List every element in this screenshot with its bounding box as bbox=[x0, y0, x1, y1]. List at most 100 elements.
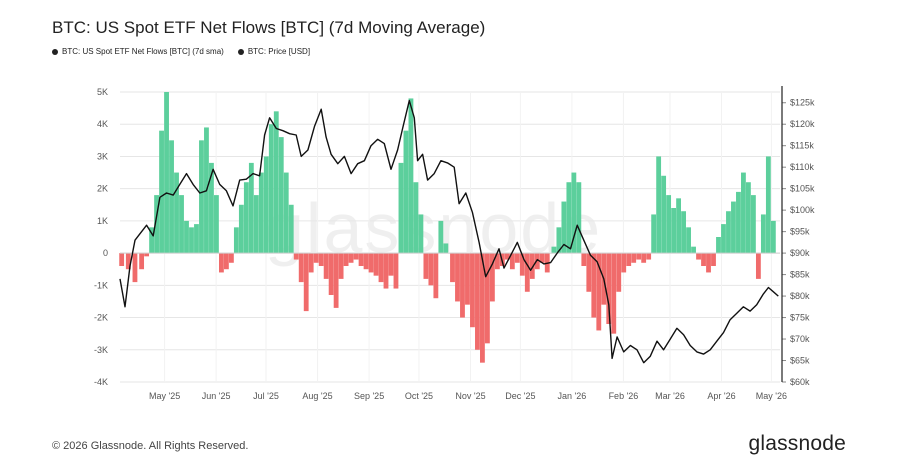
x-tick-label: Aug '25 bbox=[302, 391, 332, 401]
flow-bar bbox=[484, 253, 490, 344]
flow-bar bbox=[606, 253, 612, 324]
y-left-tick-label: 0 bbox=[103, 248, 108, 258]
flow-bar bbox=[731, 201, 736, 254]
x-tick-label: Sep '25 bbox=[354, 391, 384, 401]
legend: BTC: US Spot ETF Net Flows [BTC] (7d sma… bbox=[52, 47, 310, 56]
flow-bar bbox=[218, 253, 224, 273]
flow-bar bbox=[283, 172, 289, 254]
flow-bar bbox=[770, 220, 776, 254]
flow-bar bbox=[428, 253, 434, 286]
flow-bar bbox=[179, 195, 184, 254]
flow-bar bbox=[189, 227, 194, 254]
x-tick-label: Nov '25 bbox=[455, 391, 485, 401]
legend-label-flows: BTC: US Spot ETF Net Flows [BTC] (7d sma… bbox=[62, 47, 224, 56]
x-tick-label: Mar '26 bbox=[655, 391, 685, 401]
flow-bar bbox=[318, 253, 324, 266]
flow-bar bbox=[494, 253, 500, 270]
flow-bar bbox=[268, 124, 274, 254]
flow-bar bbox=[233, 227, 239, 254]
legend-dot-icon bbox=[52, 48, 58, 55]
flow-bar bbox=[465, 253, 470, 305]
flow-bar bbox=[711, 253, 716, 266]
flow-bar bbox=[666, 195, 672, 254]
flow-bar bbox=[328, 253, 334, 295]
flow-bar bbox=[248, 162, 254, 254]
y-right-tick-label: $95k bbox=[790, 227, 810, 237]
flow-bar bbox=[313, 253, 319, 263]
flow-bar bbox=[741, 172, 746, 254]
flow-bar bbox=[253, 195, 259, 254]
x-tick-label: May '26 bbox=[756, 391, 787, 401]
x-tick-label: Jul '25 bbox=[253, 391, 279, 401]
flow-bar bbox=[413, 182, 419, 254]
x-tick-label: Dec '25 bbox=[505, 391, 535, 401]
y-left-tick-label: 2K bbox=[97, 184, 108, 194]
flow-bar bbox=[338, 253, 344, 279]
y-left-tick-label: 3K bbox=[97, 151, 108, 161]
flow-bar bbox=[363, 253, 369, 270]
flow-bar bbox=[144, 253, 150, 257]
flow-bar bbox=[398, 162, 404, 254]
y-right-tick-label: $120k bbox=[790, 119, 815, 129]
flow-bar bbox=[721, 224, 726, 254]
flow-bar bbox=[418, 214, 424, 254]
legend-item-price[interactable]: BTC: Price [USD] bbox=[237, 47, 311, 56]
flow-bar bbox=[651, 214, 657, 254]
y-right-tick-label: $105k bbox=[790, 184, 815, 194]
y-left-tick-label: 4K bbox=[97, 119, 108, 129]
y-left-tick-label: 1K bbox=[97, 216, 108, 226]
flow-bar bbox=[455, 253, 460, 302]
flow-bar bbox=[576, 182, 582, 254]
flow-bar bbox=[765, 156, 771, 254]
y-right-tick-label: $125k bbox=[790, 98, 815, 108]
flow-bar bbox=[480, 253, 485, 363]
flow-bar bbox=[368, 253, 374, 273]
legend-label-price: BTC: Price [USD] bbox=[247, 47, 311, 56]
flow-bar bbox=[556, 227, 562, 254]
flow-bar bbox=[194, 224, 199, 254]
flow-bar bbox=[438, 220, 444, 254]
flow-bar bbox=[571, 172, 577, 254]
flow-bar bbox=[169, 140, 174, 254]
flow-bar bbox=[378, 253, 384, 283]
flow-bar bbox=[581, 253, 587, 266]
flow-bar bbox=[243, 182, 249, 254]
flow-bar bbox=[423, 253, 429, 279]
y-left-tick-label: 5K bbox=[97, 87, 108, 97]
flow-bar bbox=[646, 253, 652, 260]
flow-bar bbox=[596, 253, 602, 331]
flow-bar bbox=[755, 253, 761, 279]
flow-bar bbox=[278, 137, 284, 254]
flow-bar bbox=[726, 211, 731, 254]
flow-bar bbox=[551, 246, 557, 254]
flow-bar bbox=[586, 253, 592, 292]
y-left-tick-label: -4K bbox=[94, 377, 108, 387]
flow-bar bbox=[475, 253, 480, 350]
flow-bar bbox=[566, 182, 572, 254]
flow-bar bbox=[174, 172, 179, 254]
x-tick-label: Oct '25 bbox=[405, 391, 433, 401]
flow-bar bbox=[139, 253, 145, 270]
x-tick-label: Apr '26 bbox=[707, 391, 735, 401]
flow-bar bbox=[393, 253, 399, 289]
flow-bar bbox=[509, 253, 515, 270]
flow-bar bbox=[119, 253, 125, 266]
flow-bar bbox=[343, 253, 349, 266]
flow-bar bbox=[388, 253, 394, 276]
y-left-tick-label: -1K bbox=[94, 280, 108, 290]
flow-bar bbox=[288, 204, 294, 254]
x-tick-label: Jan '26 bbox=[558, 391, 587, 401]
flow-bar bbox=[489, 253, 495, 302]
flow-bar bbox=[460, 253, 465, 318]
legend-dot-icon bbox=[237, 48, 244, 55]
flow-bar bbox=[273, 111, 279, 254]
flow-bar bbox=[504, 253, 510, 260]
flow-bar bbox=[661, 175, 667, 254]
y-right-tick-label: $115k bbox=[790, 141, 814, 151]
y-right-tick-label: $80k bbox=[790, 291, 810, 301]
flow-bar bbox=[524, 253, 530, 292]
glassnode-logo: glassnode bbox=[748, 432, 846, 455]
legend-item-flows[interactable]: BTC: US Spot ETF Net Flows [BTC] (7d sma… bbox=[52, 47, 224, 56]
flow-bar bbox=[149, 227, 154, 254]
flow-bar bbox=[443, 243, 449, 254]
